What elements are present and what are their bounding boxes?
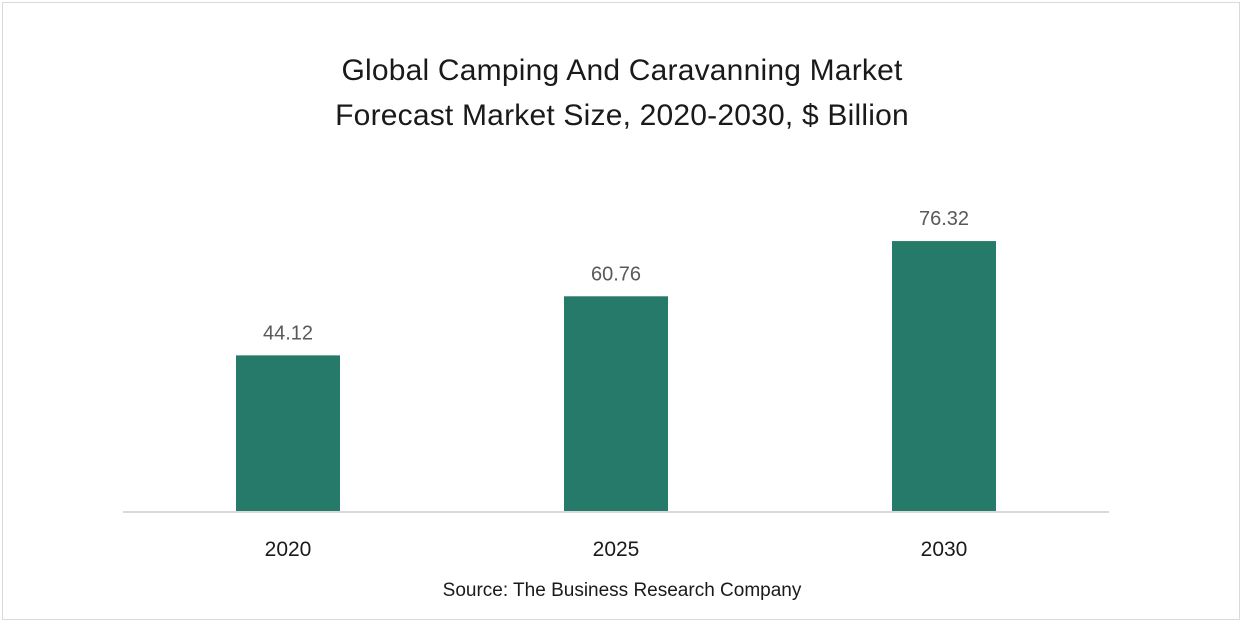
bar-2030	[892, 241, 996, 512]
x-tick-label-2030: 2030	[921, 538, 968, 561]
value-label-2030: 76.32	[919, 208, 969, 230]
source-note: Source: The Business Research Company	[442, 580, 802, 601]
x-tick-labels-group: 2020 2025 2030	[265, 538, 968, 561]
bar-2025	[564, 296, 668, 512]
bars-group	[236, 241, 996, 512]
chart-title-line-1: Global Camping And Caravanning Market	[341, 54, 903, 87]
chart-title-line-2: Forecast Market Size, 2020-2030, $ Billi…	[335, 99, 909, 132]
bar-2020	[236, 355, 340, 512]
value-label-2020: 44.12	[263, 322, 313, 344]
value-label-2025: 60.76	[591, 263, 641, 285]
value-labels-group: 44.12 60.76 76.32	[263, 208, 969, 344]
x-tick-label-2020: 2020	[265, 538, 312, 561]
x-tick-label-2025: 2025	[593, 538, 640, 561]
